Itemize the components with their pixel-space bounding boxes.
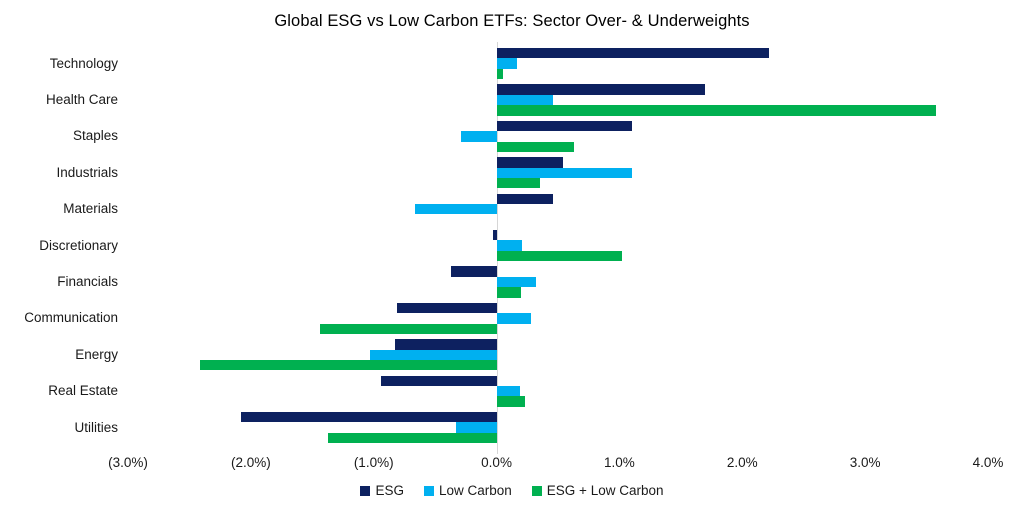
bar-esg-low-carbon-energy (200, 359, 497, 371)
legend-item-esg-low-carbon: ESG + Low Carbon (531, 483, 664, 498)
bar-esg-technology (496, 48, 770, 59)
bar-low-carbon-technology (496, 58, 518, 69)
category-label-materials: Materials (63, 201, 118, 217)
bar-group-discretionary (128, 230, 988, 262)
legend-label: ESG (375, 483, 404, 498)
bar-esg-low-carbon-staples (496, 141, 574, 152)
bar-low-carbon-discretionary (496, 240, 523, 251)
category-label-real-estate: Real Estate (48, 383, 118, 399)
bar-esg-low-carbon-health-care (496, 105, 937, 116)
x-axis: (3.0%) (2.0%) (1.0%) 0.0% 1.0% 2.0% 3.0% 4.0% (108, 455, 1003, 473)
legend-item-esg: ESG (360, 483, 404, 498)
bar-esg-low-carbon-financials (496, 287, 522, 298)
bar-esg-industrials (496, 157, 563, 168)
bar-group-real-estate (128, 375, 988, 407)
legend: ESG Low Carbon ESG + Low Carbon (0, 483, 1024, 498)
category-label-discretionary: Discretionary (39, 237, 118, 253)
bar-esg-energy (394, 339, 497, 350)
legend-label: Low Carbon (439, 483, 512, 498)
bar-esg-low-carbon-communication (319, 323, 497, 334)
legend-swatch-icon (424, 485, 434, 496)
bar-group-materials (128, 193, 988, 225)
category-label-communication: Communication (24, 310, 118, 326)
bar-esg-low-carbon-utilities (328, 432, 497, 444)
bar-low-carbon-real-estate (496, 385, 520, 397)
category-label-health-care: Health Care (45, 92, 118, 107)
bar-low-carbon-industrials (496, 167, 632, 178)
plot-area (128, 42, 988, 454)
category-label-financials: Financials (57, 274, 118, 289)
bar-esg-discretionary (492, 230, 497, 241)
legend-swatch-icon (531, 485, 542, 496)
bar-group-communication (128, 302, 988, 334)
x-tick-label: (3.0%) (108, 455, 148, 470)
bar-low-carbon-utilities (456, 422, 497, 433)
bar-low-carbon-health-care (496, 94, 554, 106)
legend-label: ESG + Low Carbon (546, 483, 664, 498)
bar-group-financials (128, 266, 988, 298)
bar-esg-staples (496, 120, 632, 132)
legend-swatch-icon (360, 485, 371, 496)
bar-esg-low-carbon-technology (496, 68, 503, 80)
category-label-industrials: Industrials (56, 164, 118, 180)
bar-low-carbon-financials (496, 276, 536, 288)
bar-group-health-care (128, 84, 988, 116)
x-tick-label: 2.0% (726, 455, 758, 470)
bar-esg-communication (397, 302, 497, 314)
category-label-utilities: Utilities (74, 419, 118, 435)
x-tick-label: 4.0% (972, 455, 1004, 470)
x-tick-label: (1.0%) (353, 455, 394, 470)
bar-group-staples (128, 120, 988, 152)
bar-group-utilities (128, 412, 988, 444)
bar-esg-real-estate (381, 375, 497, 386)
category-label-staples: Staples (72, 128, 118, 144)
bar-low-carbon-staples (460, 131, 497, 142)
chart-title: Global ESG vs Low Carbon ETFs: Sector Ov… (274, 12, 750, 30)
bar-esg-health-care (496, 84, 706, 95)
bar-group-industrials (128, 157, 988, 189)
bar-esg-utilities (241, 412, 497, 423)
x-tick-label: 1.0% (604, 455, 635, 470)
x-tick-label: 3.0% (849, 455, 881, 470)
bar-group-energy (128, 339, 988, 371)
bar-low-carbon-materials (415, 203, 497, 215)
x-tick-label: (2.0%) (230, 455, 271, 470)
x-tick-label: 0.0% (481, 455, 512, 470)
bar-esg-materials (496, 193, 554, 204)
bar-esg-low-carbon-discretionary (496, 250, 622, 262)
category-label-energy: Energy (75, 346, 118, 362)
bar-esg-low-carbon-real-estate (496, 396, 525, 407)
bar-low-carbon-energy (370, 349, 497, 360)
bar-esg-financials (451, 266, 497, 277)
legend-item-low-carbon: Low Carbon (424, 483, 512, 498)
category-axis: Technology Health Care Staples Industrials M… (0, 48, 118, 446)
bar-esg-low-carbon-industrials (496, 177, 540, 189)
bar-low-carbon-communication (496, 313, 531, 324)
category-label-technology: Technology (49, 55, 118, 71)
bar-group-technology (128, 48, 988, 80)
